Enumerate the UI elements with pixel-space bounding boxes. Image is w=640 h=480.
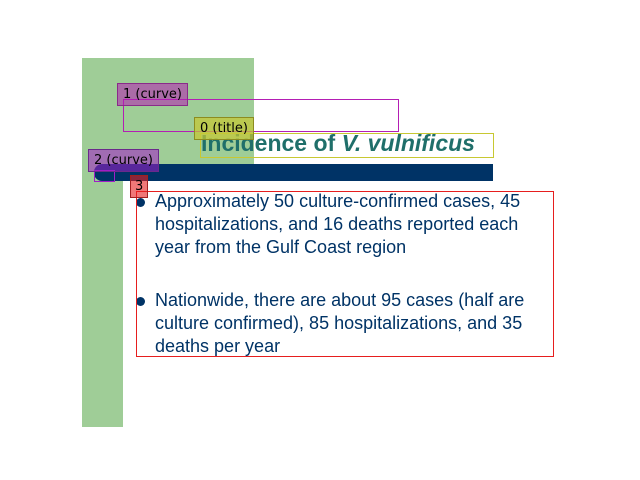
bullet-dot-icon (136, 297, 145, 306)
annotation-box-text (136, 191, 554, 357)
bullet-item: Approximately 50 culture-confirmed cases… (136, 190, 552, 260)
slide-navy-divider (94, 164, 493, 181)
bullet-item: Nationwide, there are about 95 cases (ha… (136, 289, 552, 359)
annotation-box-title (200, 133, 494, 158)
slide-title: Incidence of V. vulnificus (201, 130, 496, 156)
bullet-text: Approximately 50 culture-confirmed cases… (155, 191, 521, 257)
annotation-tag-curve-2: 2 (curve) (88, 149, 159, 172)
annotation-tag-curve-1: 1 (curve) (117, 83, 188, 106)
annotation-box-curve-1 (123, 99, 399, 132)
bullet-dot-icon (136, 198, 145, 207)
annotation-tag-text: 3 (130, 175, 149, 198)
bullet-text: Nationwide, there are about 95 cases (ha… (155, 290, 525, 356)
slide-left-strip (82, 58, 123, 427)
annotation-tag-title: 0 (title) (194, 117, 254, 140)
title-emphasis: V. vulnificus (341, 130, 475, 156)
